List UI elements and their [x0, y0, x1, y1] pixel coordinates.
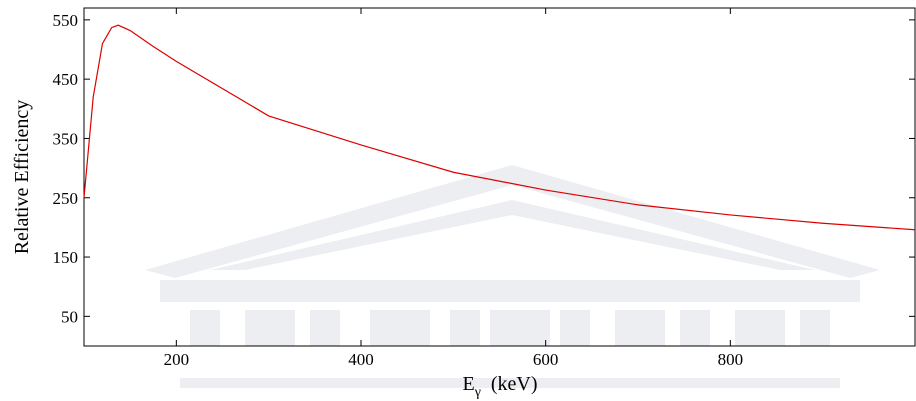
x-tick-label: 200	[164, 350, 190, 369]
x-label-base: E	[462, 373, 474, 395]
y-tick-label: 150	[53, 248, 79, 267]
x-label-unit: (keV)	[491, 373, 538, 395]
y-tick-label: 250	[53, 189, 79, 208]
x-label-sub: γ	[474, 385, 481, 400]
y-tick-label: 450	[53, 70, 79, 89]
x-tick-label: 600	[533, 350, 559, 369]
x-axis-label: Eγ (keV)	[462, 373, 537, 400]
y-tick-label: 550	[53, 11, 79, 30]
watermark	[145, 165, 880, 388]
y-tick-label: 350	[53, 129, 79, 148]
y-tick-label: 50	[61, 307, 78, 326]
line-series	[83, 24, 916, 231]
plot-frame	[83, 7, 916, 347]
x-tick-label: 400	[348, 350, 374, 369]
y-axis-label: Relative Efficiency	[11, 100, 33, 255]
x-tick-label: 800	[718, 350, 744, 369]
